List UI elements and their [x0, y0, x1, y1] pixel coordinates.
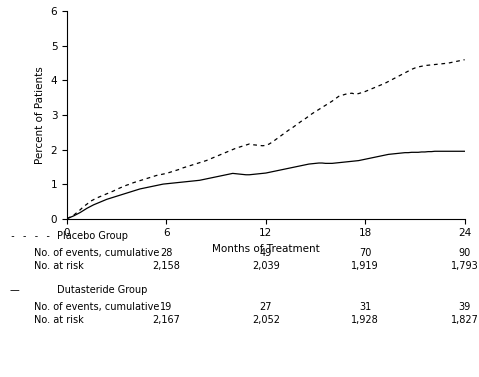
Text: No. at risk: No. at risk: [34, 261, 83, 271]
Y-axis label: Percent of Patients: Percent of Patients: [35, 66, 45, 164]
Text: 27: 27: [260, 302, 272, 312]
Text: 2,052: 2,052: [252, 316, 280, 325]
Text: 70: 70: [359, 248, 371, 257]
Text: 1,793: 1,793: [451, 261, 479, 271]
Text: No. of events, cumulative: No. of events, cumulative: [34, 248, 159, 257]
Text: 1,827: 1,827: [451, 316, 479, 325]
Text: No. of events, cumulative: No. of events, cumulative: [34, 302, 159, 312]
Text: - - - -: - - - -: [10, 231, 51, 241]
Text: 2,039: 2,039: [252, 261, 280, 271]
Text: —: —: [10, 285, 19, 295]
Text: 2,158: 2,158: [152, 261, 181, 271]
Text: 31: 31: [359, 302, 371, 312]
Text: 1,919: 1,919: [352, 261, 379, 271]
Text: 19: 19: [160, 302, 172, 312]
Text: 1,928: 1,928: [352, 316, 379, 325]
Text: 39: 39: [458, 302, 471, 312]
Text: 28: 28: [160, 248, 172, 257]
Text: 2,167: 2,167: [152, 316, 181, 325]
Text: Dutasteride Group: Dutasteride Group: [57, 285, 148, 295]
Text: 90: 90: [458, 248, 471, 257]
Text: Placebo Group: Placebo Group: [57, 231, 128, 241]
Text: 49: 49: [260, 248, 272, 257]
Text: No. at risk: No. at risk: [34, 316, 83, 325]
X-axis label: Months of Treatment: Months of Treatment: [212, 244, 319, 254]
